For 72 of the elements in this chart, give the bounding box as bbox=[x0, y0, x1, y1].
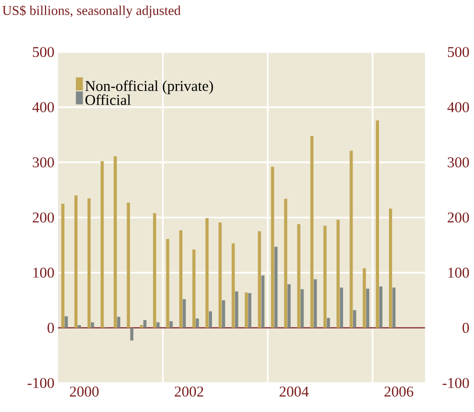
bar bbox=[78, 325, 81, 328]
bar bbox=[61, 204, 64, 328]
bar bbox=[100, 161, 104, 328]
bar bbox=[350, 150, 353, 328]
legend-label: Official bbox=[85, 94, 131, 106]
x-tick-label: 2000 bbox=[70, 386, 99, 397]
bar bbox=[258, 231, 262, 328]
bar bbox=[130, 328, 134, 341]
bar bbox=[314, 279, 317, 328]
bar bbox=[153, 213, 156, 328]
bar bbox=[362, 268, 366, 328]
bar bbox=[288, 284, 291, 328]
bar bbox=[366, 288, 370, 328]
bar bbox=[140, 325, 144, 328]
bar bbox=[218, 222, 222, 328]
bar bbox=[261, 275, 264, 328]
y-tick-label: 300 bbox=[32, 157, 54, 168]
bar bbox=[126, 202, 130, 328]
y-tick-label: 0 bbox=[48, 322, 54, 333]
y-tick-label: 500 bbox=[32, 46, 54, 58]
bar bbox=[156, 322, 160, 328]
bar bbox=[114, 156, 117, 328]
y2-tick-label: 200 bbox=[448, 212, 469, 223]
bar bbox=[336, 220, 340, 328]
bar bbox=[205, 218, 209, 328]
bar bbox=[326, 318, 330, 328]
bar bbox=[74, 195, 78, 328]
bar bbox=[192, 249, 196, 328]
y2-tick-label: 400 bbox=[447, 102, 469, 112]
bar bbox=[90, 322, 94, 328]
bar bbox=[300, 289, 304, 328]
bar bbox=[87, 198, 91, 328]
y-tick-label: -100 bbox=[28, 378, 54, 388]
y2-tick-label: 0 bbox=[462, 322, 469, 333]
bar bbox=[222, 300, 226, 328]
bar bbox=[274, 246, 278, 328]
legend-label: Non-official (private) bbox=[85, 80, 213, 94]
y-tick-label: 200 bbox=[32, 212, 54, 223]
bar bbox=[208, 311, 212, 328]
bar bbox=[235, 291, 238, 328]
x-tick-label: 2004 bbox=[280, 386, 309, 397]
bar bbox=[392, 288, 396, 328]
bar bbox=[284, 198, 288, 328]
bar bbox=[117, 316, 120, 328]
bar bbox=[310, 136, 314, 328]
bar bbox=[196, 318, 199, 328]
bar bbox=[323, 226, 327, 328]
bar bbox=[244, 292, 248, 328]
y2-tick-label: 100 bbox=[448, 268, 469, 278]
bar bbox=[353, 310, 356, 328]
y-tick-label: 100 bbox=[33, 268, 54, 278]
bar bbox=[143, 320, 146, 328]
bar bbox=[166, 239, 170, 328]
x-tick-label: 2006 bbox=[384, 386, 414, 397]
bar bbox=[340, 288, 344, 328]
bar bbox=[64, 316, 68, 328]
bar bbox=[388, 208, 392, 328]
bar bbox=[376, 120, 379, 328]
y2-tick-label: -100 bbox=[442, 378, 469, 388]
bar bbox=[182, 299, 186, 328]
chart-title: US$ billions, seasonally adjusted bbox=[2, 5, 181, 18]
y2-tick-label: 500 bbox=[448, 46, 469, 58]
y-tick-label: 400 bbox=[32, 102, 54, 112]
y2-tick-label: 300 bbox=[448, 157, 469, 168]
bar bbox=[248, 293, 252, 328]
x-tick-label: 2002 bbox=[174, 386, 204, 397]
bar bbox=[232, 243, 235, 328]
bar bbox=[379, 286, 382, 328]
bar bbox=[270, 166, 274, 328]
bar bbox=[170, 321, 173, 328]
bar bbox=[297, 224, 300, 328]
bar bbox=[179, 230, 182, 328]
